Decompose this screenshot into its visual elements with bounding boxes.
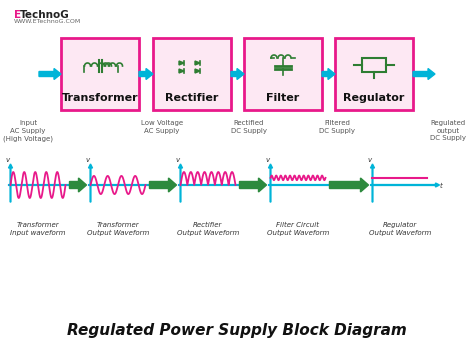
FancyArrow shape — [9, 183, 78, 187]
FancyArrow shape — [322, 69, 335, 79]
Text: Input
AC Supply
(High Voltage): Input AC Supply (High Voltage) — [3, 120, 53, 142]
FancyArrow shape — [268, 164, 273, 202]
FancyBboxPatch shape — [153, 38, 231, 110]
Polygon shape — [179, 61, 184, 65]
Text: t: t — [247, 183, 250, 189]
Text: Rectified
DC Supply: Rectified DC Supply — [231, 120, 267, 133]
FancyArrow shape — [371, 164, 374, 202]
Text: Filter Circuit
Output Waveform: Filter Circuit Output Waveform — [267, 222, 329, 236]
FancyArrow shape — [70, 178, 86, 192]
Text: E: E — [14, 10, 21, 20]
Text: Rectifier
Output Waveform: Rectifier Output Waveform — [177, 222, 239, 236]
Text: t: t — [337, 183, 340, 189]
Text: v: v — [85, 157, 90, 163]
Text: TechnoG: TechnoG — [20, 10, 70, 20]
Text: t: t — [157, 183, 160, 189]
Text: v: v — [175, 157, 180, 163]
FancyArrow shape — [268, 183, 337, 187]
FancyArrow shape — [9, 164, 12, 202]
Text: WWW.ETechnoG.COM: WWW.ETechnoG.COM — [14, 19, 81, 24]
Text: v: v — [5, 157, 9, 163]
Polygon shape — [179, 69, 184, 73]
FancyArrow shape — [139, 69, 153, 79]
Text: Transformer
Input waveform: Transformer Input waveform — [10, 222, 66, 236]
Text: Filter: Filter — [266, 93, 300, 103]
Text: Filtered
DC Supply: Filtered DC Supply — [319, 120, 355, 133]
Text: Low Voltage
AC Supply: Low Voltage AC Supply — [141, 120, 183, 133]
FancyArrow shape — [179, 183, 247, 187]
FancyArrow shape — [39, 69, 61, 79]
FancyArrow shape — [413, 69, 435, 79]
Text: Regulated Power Supply Block Diagram: Regulated Power Supply Block Diagram — [67, 323, 407, 338]
FancyBboxPatch shape — [61, 38, 139, 110]
Text: t: t — [439, 183, 442, 189]
Text: v: v — [265, 157, 270, 163]
Text: Regulator: Regulator — [343, 93, 405, 103]
FancyArrow shape — [239, 178, 266, 192]
Text: t: t — [77, 183, 80, 189]
Text: Regulated
output
DC Supply: Regulated output DC Supply — [430, 120, 466, 141]
Text: v: v — [367, 157, 372, 163]
FancyBboxPatch shape — [244, 38, 322, 110]
FancyArrow shape — [329, 178, 368, 192]
FancyArrow shape — [371, 183, 439, 187]
Polygon shape — [195, 69, 200, 73]
Text: Rectifier: Rectifier — [165, 93, 219, 103]
Text: Regulator
Output Waveform: Regulator Output Waveform — [369, 222, 431, 236]
FancyArrow shape — [89, 164, 92, 202]
Text: Transformer: Transformer — [62, 93, 138, 103]
FancyArrow shape — [231, 69, 244, 79]
FancyBboxPatch shape — [335, 38, 413, 110]
FancyArrow shape — [149, 178, 176, 192]
Text: Transformer
Output Waveform: Transformer Output Waveform — [87, 222, 149, 236]
FancyArrow shape — [179, 164, 182, 202]
FancyArrow shape — [89, 183, 157, 187]
Polygon shape — [195, 61, 200, 65]
